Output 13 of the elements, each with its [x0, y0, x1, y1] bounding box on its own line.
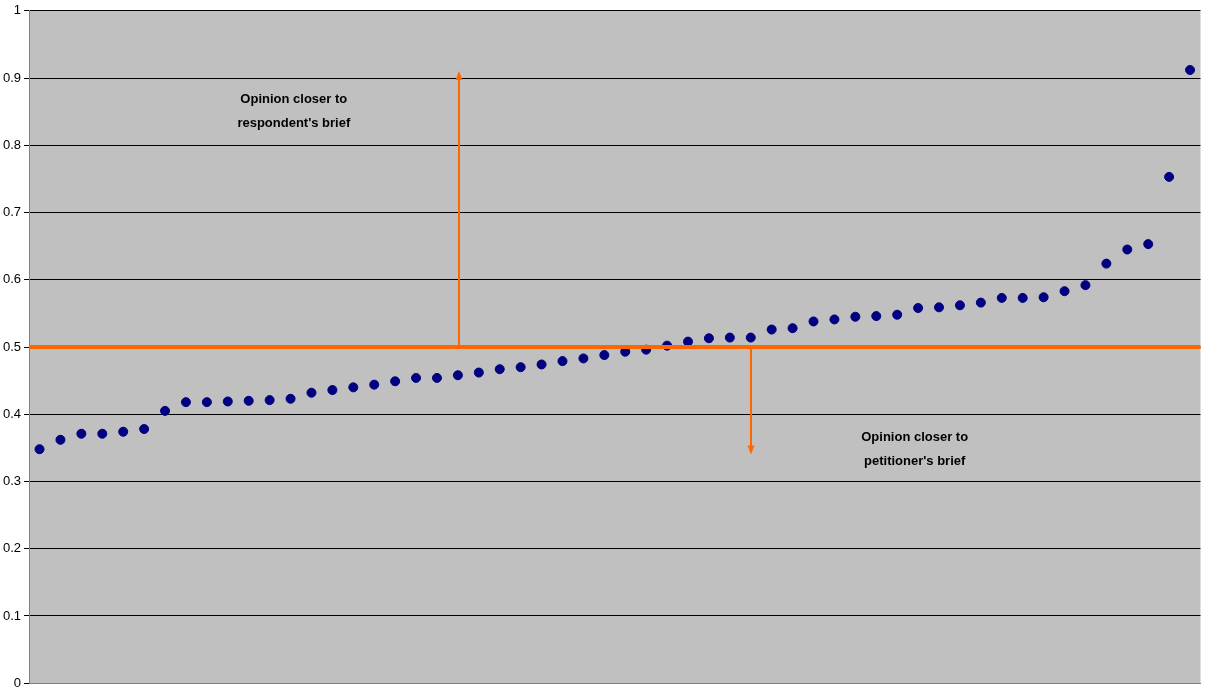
y-tick-label: 0.7: [2, 204, 22, 220]
annotation: Opinion closer to respondent's brief: [237, 91, 351, 131]
y-tick-label: 0.9: [2, 69, 22, 85]
y-tick-label: 0.8: [2, 136, 22, 152]
y-tick-label: 0.4: [2, 405, 22, 421]
annotation: Opinion closer to petitioner's brief: [861, 428, 969, 468]
y-tick-label: 0.3: [2, 473, 22, 489]
y-tick-label: 0.6: [2, 271, 22, 287]
y-tick-label: 0.5: [2, 338, 22, 354]
y-tick-label: 0: [13, 674, 22, 690]
y-tick-label: 1: [13, 2, 22, 18]
y-tick-label: 0.2: [2, 540, 22, 556]
y-tick-label: 0.1: [2, 607, 22, 623]
